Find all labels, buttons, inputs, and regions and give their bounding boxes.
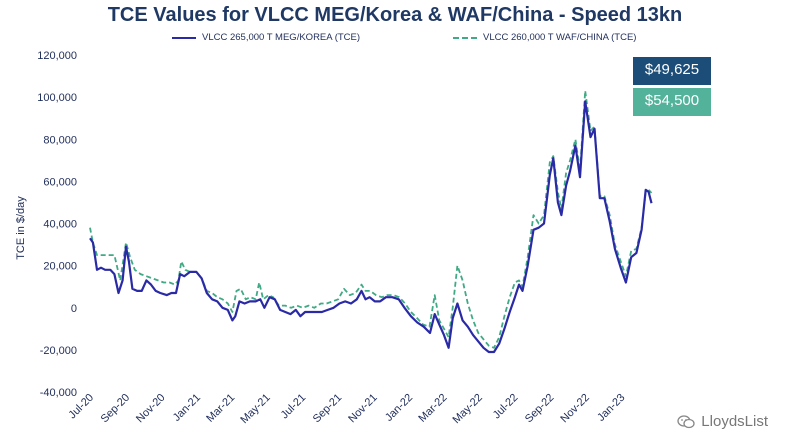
y-tick-label: 0 bbox=[71, 303, 77, 315]
x-tick-label: Sep-22 bbox=[523, 392, 557, 426]
y-tick-label: 120,000 bbox=[37, 50, 77, 62]
x-tick-label: Jul-22 bbox=[491, 392, 521, 422]
watermark: LloydsList bbox=[677, 413, 768, 430]
chart-legend: VLCC 265,000 T MEG/KOREA (TCE) VLCC 260,… bbox=[0, 32, 790, 48]
y-tick-label: 80,000 bbox=[43, 134, 77, 146]
x-tick-label: Jan-22 bbox=[383, 392, 415, 424]
y-tick-label: 20,000 bbox=[43, 261, 77, 273]
series-line-meg-korea bbox=[89, 100, 653, 354]
x-tick-label: Sep-21 bbox=[311, 392, 345, 426]
y-axis-label: TCE in $/day bbox=[15, 196, 27, 260]
legend-label-meg-korea: VLCC 265,000 T MEG/KOREA (TCE) bbox=[202, 32, 361, 43]
series-line-waf-china bbox=[89, 89, 653, 349]
x-tick-label: Nov-21 bbox=[346, 392, 380, 426]
legend-label-waf-china: VLCC 260,000 T WAF/CHINA (TCE) bbox=[483, 32, 637, 43]
x-tick-label: Jan-23 bbox=[595, 392, 627, 424]
legend-item-meg-korea: VLCC 265,000 T MEG/KOREA (TCE) bbox=[172, 32, 360, 43]
x-tick-label: Nov-20 bbox=[134, 392, 168, 426]
series-layer bbox=[89, 89, 653, 354]
x-axis: Jul-20 Sep-20 Nov-20 Jan-21 Mar-21 May-21 Jul-… bbox=[66, 392, 627, 426]
x-tick-label: Sep-20 bbox=[99, 392, 133, 426]
y-tick-label: -40,000 bbox=[40, 387, 77, 399]
y-tick-label: 60,000 bbox=[43, 176, 77, 188]
y-tick-label: 40,000 bbox=[43, 219, 77, 231]
x-tick-label: Mar-22 bbox=[416, 392, 449, 425]
legend-swatch-solid bbox=[172, 36, 196, 39]
y-tick-label: -20,000 bbox=[40, 345, 77, 357]
x-tick-label: May-21 bbox=[238, 392, 272, 426]
x-tick-label: Nov-22 bbox=[558, 392, 592, 426]
wechat-icon bbox=[677, 414, 695, 428]
y-axis: 120,000 100,000 80,000 60,000 40,000 20,000 0 -… bbox=[37, 50, 77, 399]
x-tick-label: Jan-21 bbox=[171, 392, 203, 424]
annotation-waf-china-value: $54,500 bbox=[633, 88, 711, 116]
watermark-text: LloydsList bbox=[701, 413, 768, 430]
chart-title: TCE Values for VLCC MEG/Korea & WAF/Chin… bbox=[107, 4, 683, 26]
x-tick-label: May-22 bbox=[451, 392, 485, 426]
annotation-meg-korea-value: $49,625 bbox=[633, 57, 711, 85]
legend-item-waf-china: VLCC 260,000 T WAF/CHINA (TCE) bbox=[453, 32, 636, 43]
y-tick-label: 100,000 bbox=[37, 92, 77, 104]
legend-swatch-dashed bbox=[453, 36, 477, 39]
x-tick-label: Mar-21 bbox=[204, 392, 237, 425]
x-tick-label: Jul-21 bbox=[279, 392, 309, 422]
